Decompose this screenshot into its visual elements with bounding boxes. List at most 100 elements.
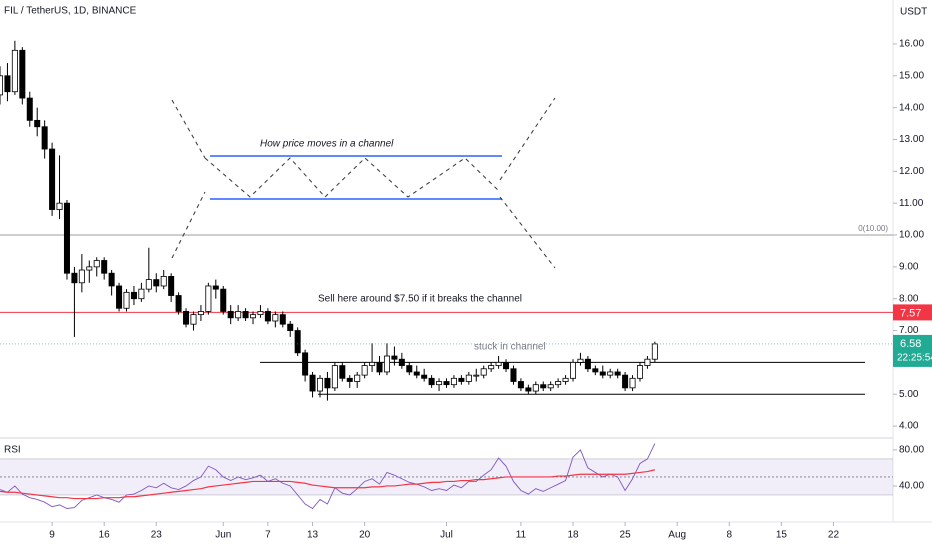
candle-body: [473, 374, 480, 377]
candle-body: [49, 148, 56, 210]
y-tick-label: 9.00: [899, 262, 919, 273]
candle-body: [272, 314, 279, 322]
candle-body: [391, 355, 398, 360]
rsi-title: RSI: [4, 445, 21, 456]
candle-body: [503, 361, 510, 370]
candle-body: [324, 377, 331, 389]
candle-body: [436, 381, 443, 386]
candle-body: [517, 381, 524, 389]
candle-body: [63, 202, 70, 274]
annotation: Sell here around $7.50 if it breaks the …: [318, 294, 522, 305]
annotation: How price moves in a channel: [260, 139, 394, 150]
candle-body: [205, 285, 212, 312]
candle-body: [116, 285, 123, 309]
candle-body: [123, 291, 130, 309]
candle-body: [279, 314, 286, 325]
candle-body: [212, 285, 219, 290]
candle-body: [78, 269, 85, 284]
candle-body: [398, 358, 405, 366]
chart-title: FIL / TetherUS, 1D, BINANCE: [4, 6, 137, 17]
candle-body: [547, 384, 554, 389]
y-tick-label: 10.00: [899, 230, 924, 241]
rsi-line: [0, 469, 656, 500]
candle-body: [651, 343, 658, 360]
candle-body: [450, 377, 457, 386]
x-tick-label: 13: [307, 530, 319, 541]
arrow: [171, 99, 206, 159]
candle-body: [56, 202, 63, 210]
countdown: 22:25:54: [897, 353, 932, 364]
candle-body: [71, 272, 78, 284]
candle-body: [242, 311, 249, 319]
candle-body: [4, 75, 11, 93]
y-tick-label: 40.00: [899, 481, 924, 492]
arrow: [499, 196, 556, 269]
y-tick-label: 80.00: [899, 445, 924, 456]
x-tick-label: 20: [359, 530, 371, 541]
candle-body: [555, 381, 562, 386]
candle-body: [510, 368, 517, 382]
candle-body: [86, 266, 93, 271]
candle-body: [26, 97, 33, 121]
candle-body: [108, 272, 115, 287]
candle-body: [421, 374, 428, 379]
x-tick-label: 23: [151, 530, 163, 541]
candle-body: [19, 49, 26, 99]
y-tick-label: 15.00: [899, 70, 924, 81]
candle-body: [145, 279, 152, 290]
arrow: [499, 97, 556, 181]
y-tick-label: 14.00: [899, 102, 924, 113]
candle-body: [465, 374, 472, 382]
candle-body: [287, 323, 294, 331]
candle-body: [302, 352, 309, 376]
y-tick-label: 12.00: [899, 166, 924, 177]
x-tick-label: Aug: [668, 530, 686, 541]
candle-body: [294, 330, 301, 354]
y-tick-label: 7.00: [899, 325, 919, 336]
candle-body: [250, 314, 257, 319]
candle-body: [93, 260, 100, 268]
x-tick-label: 16: [99, 530, 111, 541]
candle-body: [160, 276, 167, 287]
candle-body: [369, 361, 376, 366]
candle-body: [183, 311, 190, 325]
candle-body: [443, 381, 450, 386]
candle-body: [525, 387, 532, 392]
candle-body: [480, 368, 487, 376]
price-label: 7.57: [900, 307, 921, 319]
candle-body: [614, 371, 621, 376]
candle-body: [331, 365, 338, 389]
zigzag: [204, 157, 501, 198]
y-tick-label: 4.00: [899, 421, 919, 432]
candle-body: [138, 288, 145, 300]
y-tick-label: 8.00: [899, 293, 919, 304]
candle-body: [197, 311, 204, 316]
annotation: stuck in channel: [474, 342, 546, 353]
candle-body: [532, 384, 539, 392]
candle-body: [577, 358, 584, 363]
x-tick-label: Jul: [440, 530, 453, 541]
last-price-label: 6.58: [900, 338, 921, 350]
unit-label: USDT: [900, 7, 927, 18]
candle-body: [153, 279, 160, 287]
candle-body: [607, 371, 614, 376]
candle-body: [495, 361, 502, 366]
candle-body: [101, 260, 108, 274]
x-tick-label: 15: [776, 530, 788, 541]
candle-body: [584, 358, 591, 370]
candle-body: [629, 377, 636, 389]
candle-body: [406, 365, 413, 373]
x-tick-label: 22: [828, 530, 840, 541]
candle-body: [34, 119, 41, 128]
candle-body: [190, 314, 197, 325]
candle-body: [227, 311, 234, 319]
candle-body: [41, 126, 48, 150]
candle-body: [592, 368, 599, 373]
y-tick-label: 16.00: [899, 39, 924, 50]
level-label: 0(10.00): [858, 224, 888, 233]
candle-body: [309, 374, 316, 392]
x-tick-label: Jun: [215, 530, 231, 541]
candle-body: [235, 311, 242, 319]
